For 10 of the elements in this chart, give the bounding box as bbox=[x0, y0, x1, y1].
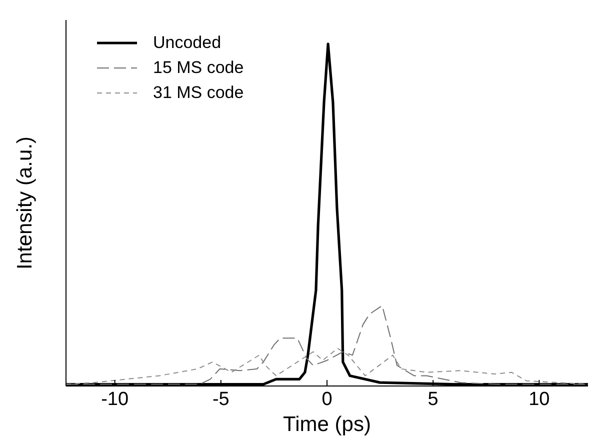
x-tick-label: 0 bbox=[322, 389, 332, 410]
x-tick-label: 10 bbox=[528, 389, 550, 410]
legend-label: Uncoded bbox=[153, 32, 222, 52]
x-tick-label: 5 bbox=[428, 389, 438, 410]
x-axis-title: Time (ps) bbox=[283, 413, 371, 436]
x-tick-label: -5 bbox=[212, 389, 230, 410]
y-axis-title: Intensity (a.u.) bbox=[13, 136, 36, 270]
legend-label: 15 MS code bbox=[153, 58, 244, 78]
x-tick-label: -10 bbox=[101, 389, 129, 410]
legend-label: 31 MS code bbox=[153, 82, 244, 102]
